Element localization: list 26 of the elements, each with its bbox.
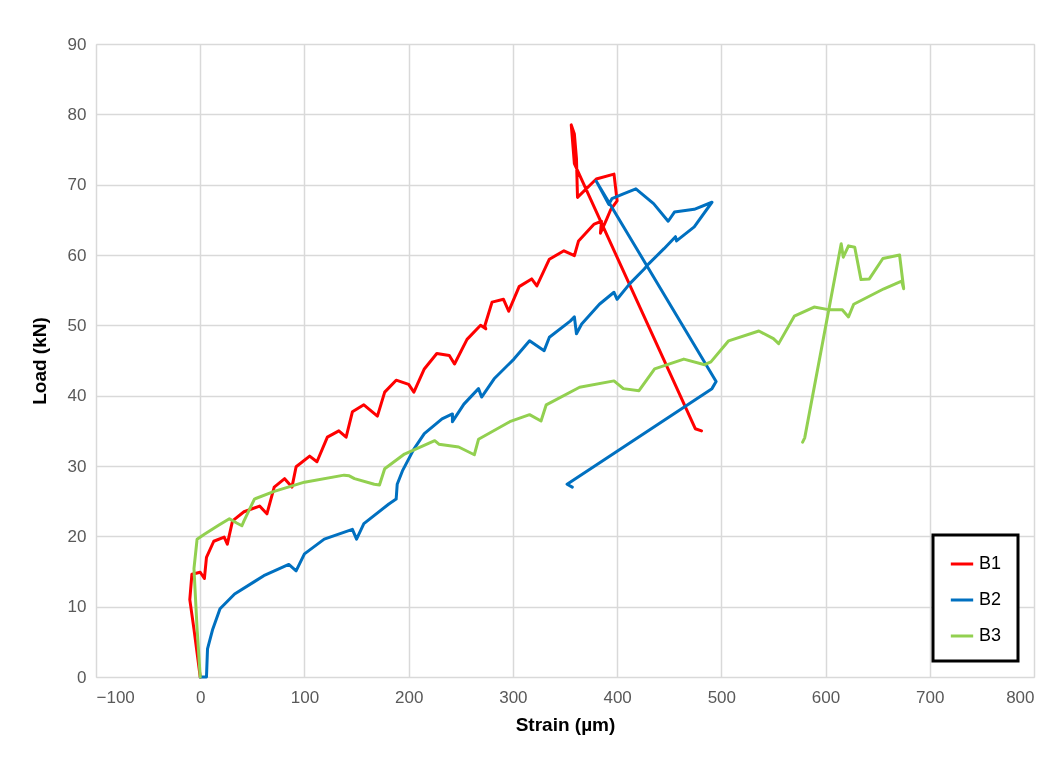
legend-label: B3	[979, 625, 1002, 645]
y-tick-label: 70	[67, 175, 87, 195]
x-tick-label: 200	[394, 687, 424, 707]
x-tick-label: 0	[195, 687, 206, 707]
x-tick-label: −100	[96, 687, 135, 707]
line-series	[192, 242, 906, 679]
y-axis-title: Load (kN)	[28, 317, 50, 405]
x-axis-title: Strain (µm)	[515, 713, 616, 735]
y-tick-label: 30	[67, 456, 87, 476]
x-tick-label: 100	[290, 687, 320, 707]
y-tick-label: 10	[67, 597, 87, 617]
x-tick-label: 300	[499, 687, 528, 707]
x-tick-label: 600	[811, 687, 841, 707]
legend-label: B1	[979, 553, 1002, 573]
y-tick-label: 20	[67, 526, 87, 546]
y-tick-label: 90	[67, 34, 87, 54]
x-tick-label: 700	[916, 687, 945, 707]
y-tick-label: 40	[67, 386, 87, 406]
x-tick-label: 400	[603, 687, 632, 707]
y-tick-label: 60	[67, 245, 87, 265]
y-tick-label: 80	[67, 104, 87, 124]
x-tick-label: 800	[1006, 687, 1035, 707]
y-tick-label: 50	[67, 315, 87, 335]
x-tick-label: 500	[707, 687, 737, 707]
legend-label: B2	[979, 589, 1002, 609]
y-tick-label: 0	[77, 667, 87, 687]
